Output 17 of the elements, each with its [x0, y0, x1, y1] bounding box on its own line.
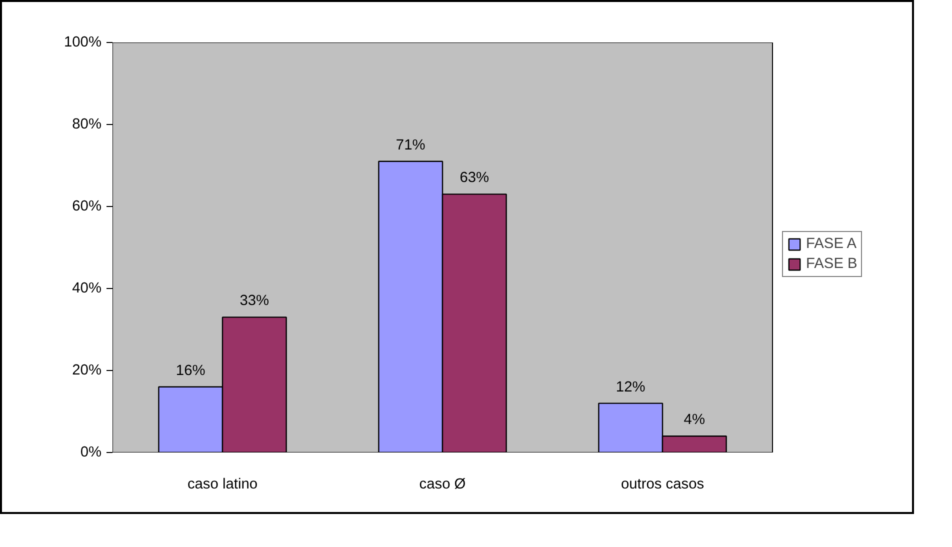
x-tick-label: caso Ø	[419, 476, 466, 492]
y-tick-label: 80%	[72, 116, 102, 132]
y-tick-label: 20%	[72, 362, 102, 378]
y-tick-label: 0%	[80, 444, 102, 460]
data-label: 33%	[240, 293, 270, 310]
x-tick-label: outros casos	[620, 476, 704, 492]
data-label: 63%	[460, 170, 490, 186]
y-tick-label: 60%	[72, 198, 102, 214]
x-tick-label: caso latino	[187, 476, 258, 492]
legend-label: FASE A	[806, 236, 857, 252]
data-label: 12%	[616, 379, 646, 396]
y-tick-label: 100%	[64, 34, 102, 50]
legend-label: FASE B	[806, 256, 858, 272]
y-tick-label: 40%	[72, 280, 102, 296]
data-label: 16%	[176, 362, 206, 379]
data-label: 4%	[684, 412, 705, 428]
data-label: 71%	[396, 137, 426, 154]
